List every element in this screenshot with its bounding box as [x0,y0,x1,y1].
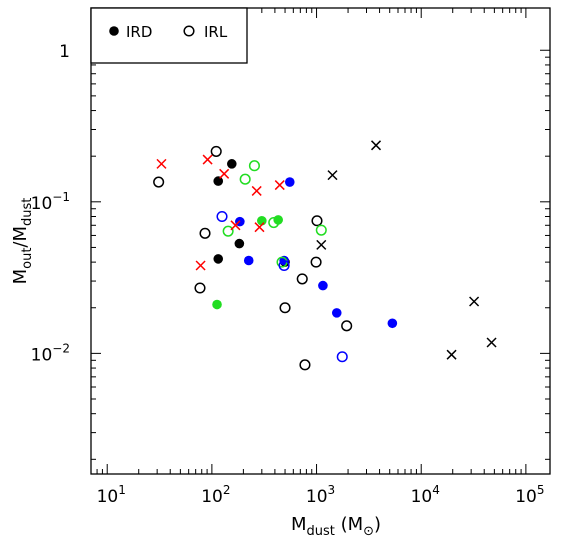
point-open-black [153,176,165,188]
point-filled-green [212,299,222,310]
point-open-green [222,225,234,237]
point-open-black [296,273,308,285]
tick-labels: 101 102 103 104 105 1 10−1 10−2 [31,42,545,507]
point-cross-black [370,140,382,151]
point-open-black [210,145,222,157]
point-cross-black [327,170,338,181]
legend-label-irl: IRL [204,23,228,41]
point-filled-blue [318,280,328,291]
point-open-blue [278,259,290,272]
point-filled-black [213,254,224,264]
legend: IRD IRL [90,7,248,64]
point-cross-red [251,185,262,196]
x-tick-label: 102 [201,483,230,507]
legend-box [90,7,248,64]
point-filled-blue [243,255,254,266]
point-cross-red [202,154,213,165]
plot-frame [90,7,551,475]
x-axis-label: Mdust (M⊙) [291,514,381,538]
point-filled-black [213,176,224,186]
point-open-green [268,216,280,229]
axis-ticks [90,8,550,474]
legend-marker-irl [183,25,195,37]
point-open-black [310,256,322,268]
x-tick-label: 101 [97,483,126,507]
point-cross-red [219,168,230,179]
point-open-blue [216,210,228,223]
legend-marker-ird [109,26,119,36]
point-cross-red [156,158,167,169]
point-cross-black [469,296,480,307]
x-tick-label: 104 [411,483,440,507]
point-cross-red [195,260,206,271]
point-open-black [199,227,211,239]
point-filled-blue [331,308,342,318]
point-filled-blue [284,177,295,187]
point-open-black [194,282,206,294]
point-open-blue [336,351,348,363]
point-filled-black [234,238,245,249]
point-open-green [315,224,327,236]
point-open-black [279,302,291,314]
point-cross-black [446,349,457,360]
point-open-black [299,359,311,371]
legend-label-ird: IRD [126,23,152,41]
point-filled-blue [387,318,398,329]
point-open-green [248,160,260,172]
point-cross-red [254,222,265,233]
point-filled-black [227,159,237,169]
y-tick-label: 10−2 [31,341,70,365]
x-tick-label: 105 [515,483,544,507]
data-points [153,140,497,371]
y-axis-label: Mout/Mdust [10,198,35,285]
point-open-green [239,173,251,185]
x-tick-label: 103 [306,483,335,507]
y-tick-label: 1 [59,42,70,62]
point-cross-black [316,239,327,250]
point-cross-red [230,220,241,231]
point-cross-red [274,180,285,191]
point-cross-black [486,337,497,348]
y-tick-label: 10−1 [31,190,70,214]
point-open-black [341,320,353,332]
point-open-black [311,215,323,227]
